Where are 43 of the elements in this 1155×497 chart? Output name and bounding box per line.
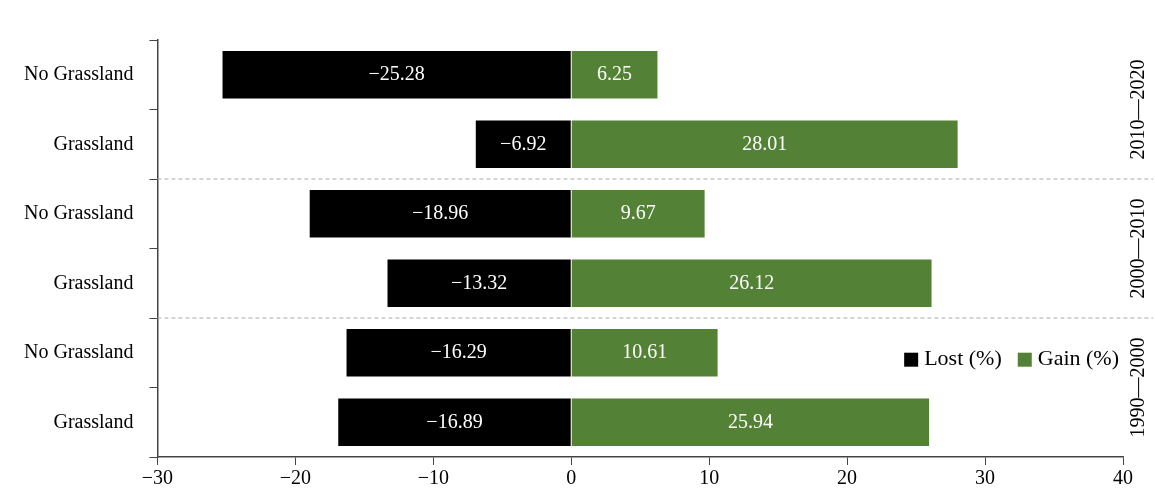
text: 1990—2000 (1126, 337, 1149, 438)
bar (571, 398, 930, 446)
data-label: −13.32 (450, 270, 508, 293)
data-label: −25.28 (368, 62, 425, 84)
bar (387, 259, 571, 307)
x-tick-label: −20 (279, 466, 311, 489)
x-tick-label: 30 (975, 466, 996, 489)
y-tick-label: No Grassland (23, 62, 134, 84)
legend-label: Lost (%) (924, 345, 1002, 371)
data-label: 9.67 (620, 201, 656, 223)
text: 2010—2020 (1126, 59, 1149, 160)
bar (346, 329, 571, 377)
text: 2000—2010 (1126, 198, 1149, 299)
data-label: 6.25 (597, 62, 633, 84)
data-label: −18.96 (412, 201, 469, 223)
bar (309, 190, 571, 238)
data-label: −16.89 (426, 409, 483, 432)
bar (571, 51, 658, 99)
y-tick-label: No Grassland (23, 201, 134, 223)
x-tick-label: −10 (417, 466, 449, 489)
y-tick-label: Grassland (53, 409, 134, 432)
bar (338, 398, 571, 446)
legend-label: Gain (%) (1037, 345, 1120, 371)
x-tick-label: 0 (566, 466, 577, 489)
data-label: −16.29 (430, 340, 487, 362)
bar (222, 51, 571, 99)
bar (571, 259, 932, 307)
x-tick-label: 10 (699, 466, 720, 489)
y-tick-label: Grassland (53, 131, 134, 154)
x-tick-label: 20 (837, 466, 858, 489)
bar (475, 120, 571, 168)
data-label: 10.61 (622, 340, 668, 362)
bar (571, 329, 718, 377)
data-label: −6.92 (500, 131, 547, 154)
y-tick-label: Grassland (53, 270, 134, 293)
data-label: 28.01 (742, 131, 788, 154)
x-tick-label: −30 (141, 466, 174, 489)
y-tick-label: No Grassland (23, 340, 134, 362)
x-tick-label: 40 (1113, 466, 1133, 489)
bar (571, 120, 958, 168)
bar (571, 190, 705, 238)
data-label: 26.12 (729, 270, 775, 293)
data-label: 25.94 (727, 409, 773, 432)
